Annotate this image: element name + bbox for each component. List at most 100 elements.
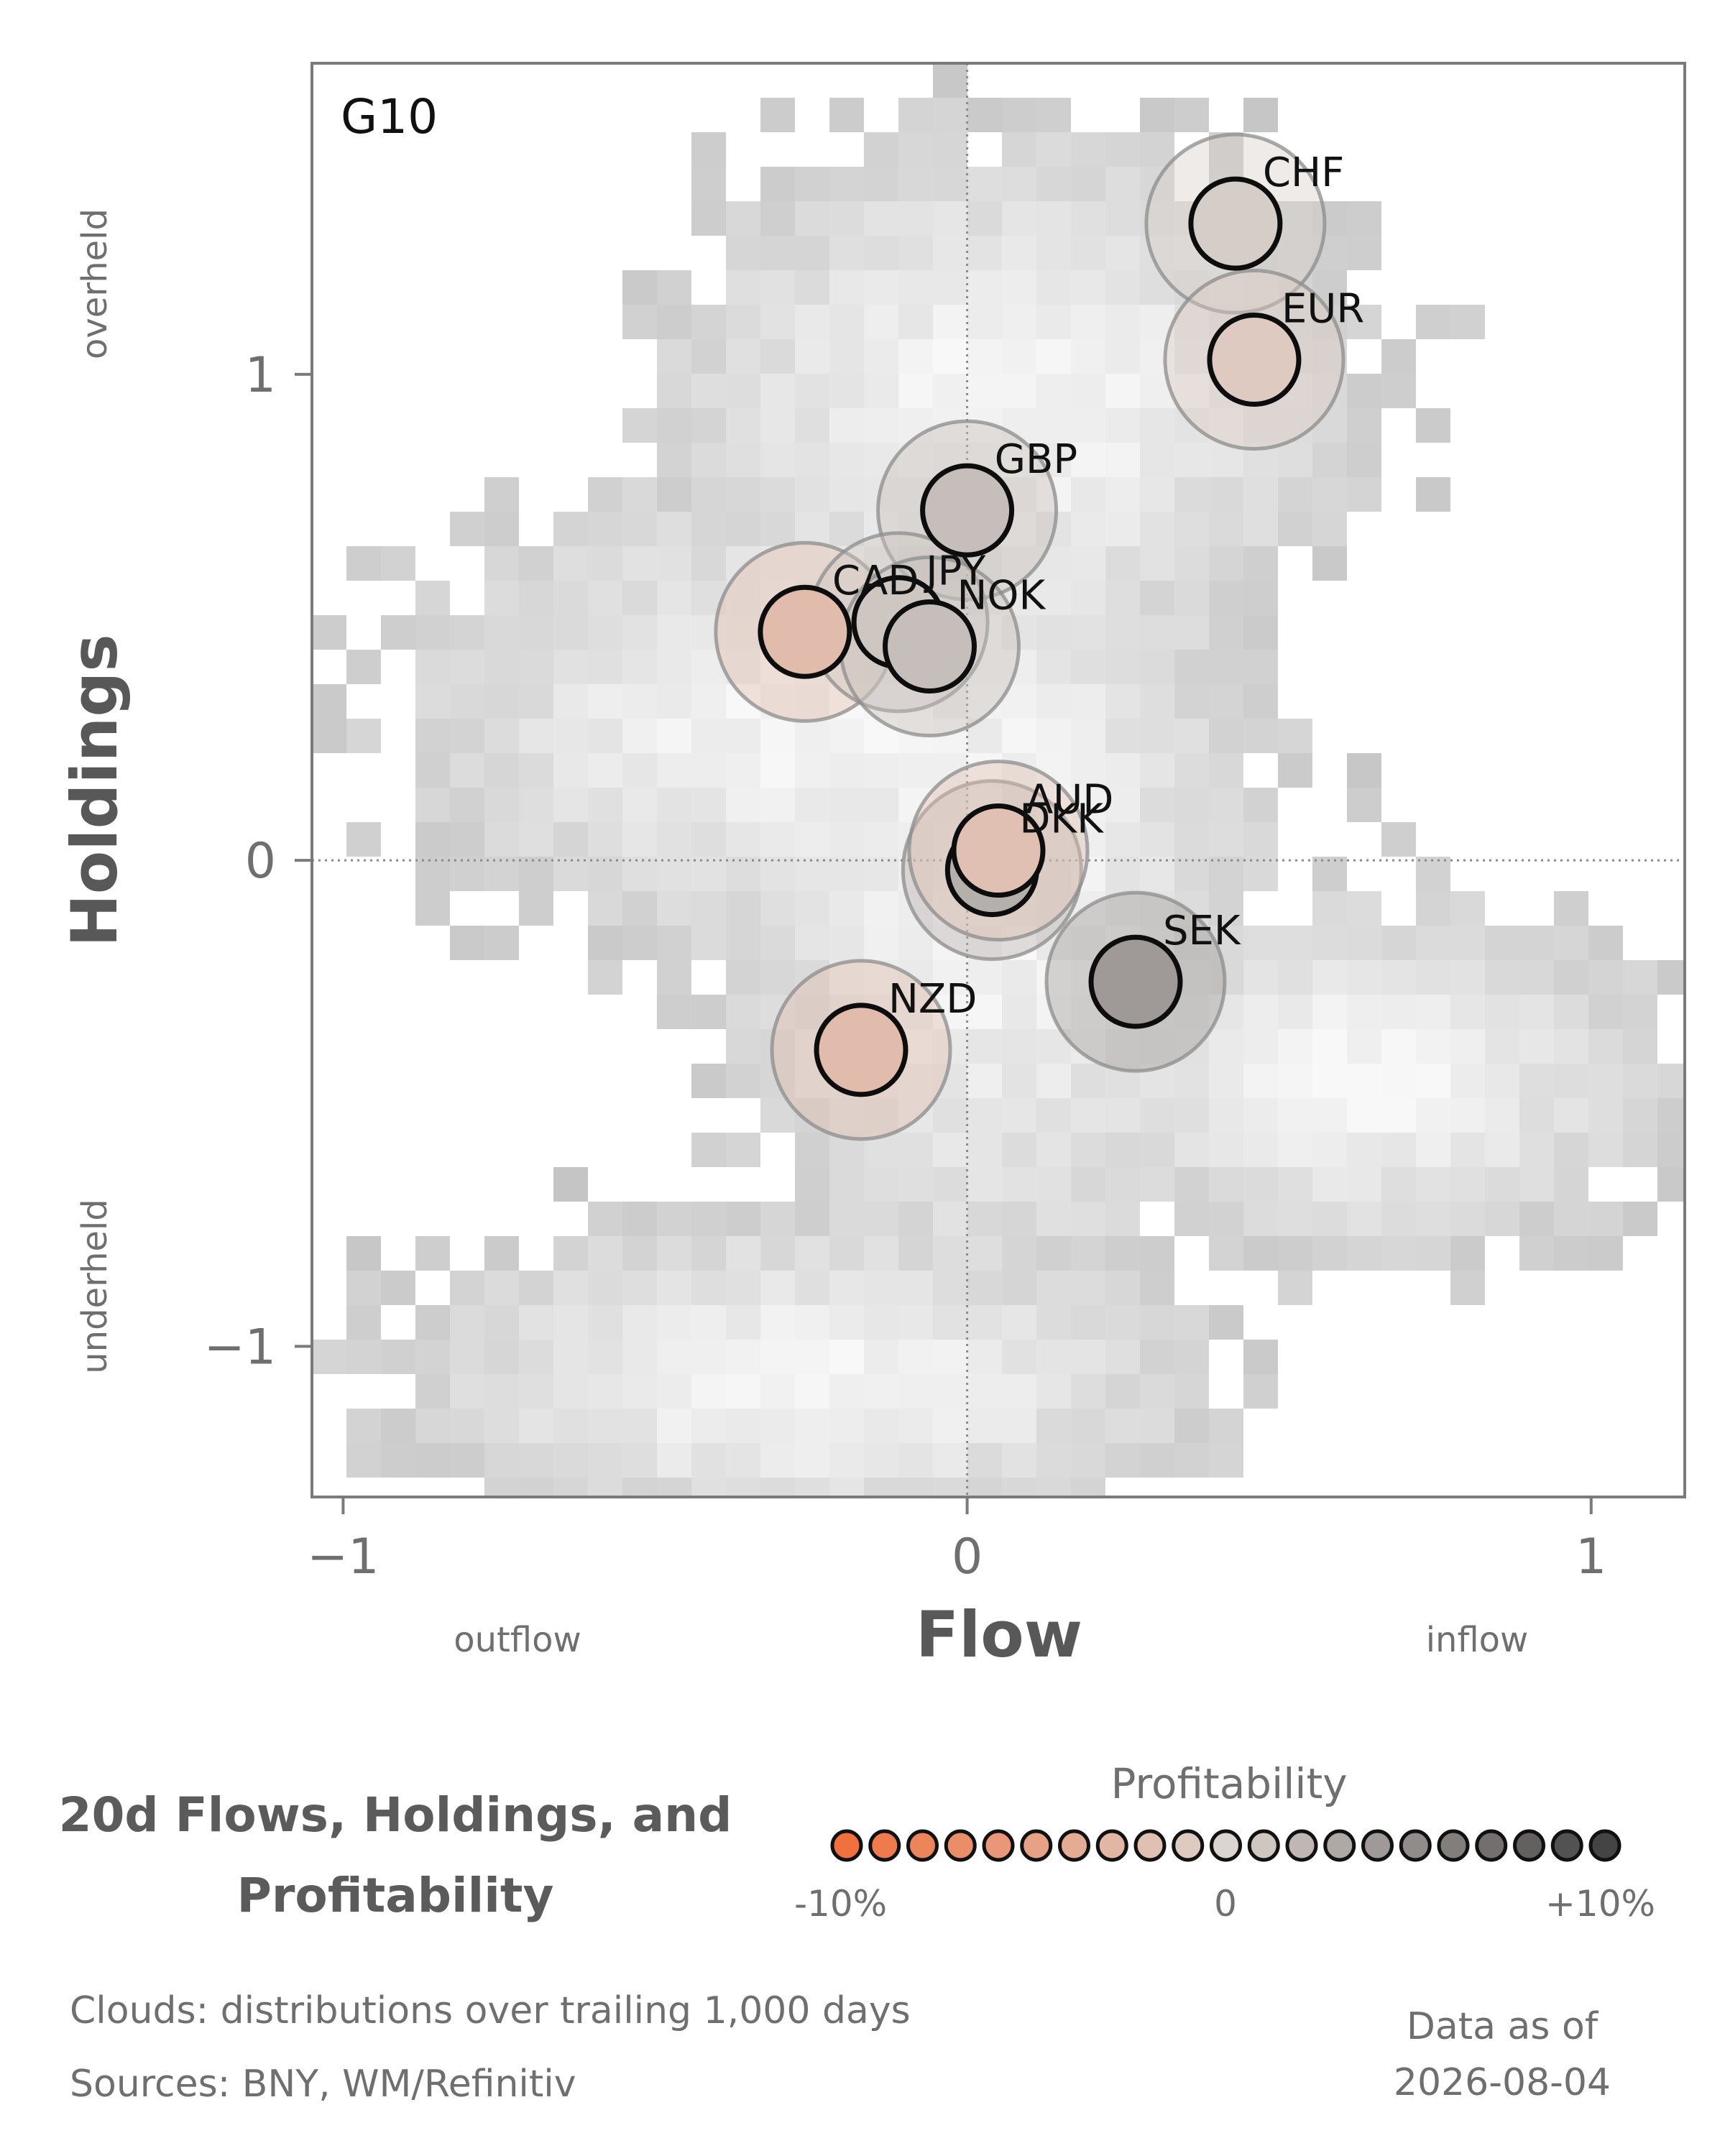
cloud-cell (415, 615, 450, 650)
cloud-cell (1002, 339, 1036, 374)
colorbar-dot (944, 1829, 977, 1862)
cloud-cell (519, 1443, 553, 1478)
cloud-cell (1105, 1340, 1140, 1374)
cloud-cell (657, 305, 691, 339)
cloud-cell (1312, 1029, 1347, 1064)
cloud-cell (864, 236, 898, 270)
cloud-cell (760, 1305, 795, 1340)
cloud-cell (622, 684, 657, 719)
cloud-cell (864, 719, 898, 753)
cloud-cell (1381, 1064, 1416, 1098)
cloud-cell (1174, 1409, 1209, 1443)
colorbar-title: Profitability (1110, 1759, 1348, 1808)
cloud-cell (1243, 615, 1278, 650)
colorbar-dot (1095, 1829, 1128, 1862)
cloud-cell (1174, 615, 1209, 650)
cloud-cell (519, 719, 553, 753)
cloud-cell (898, 374, 933, 408)
cloud-cell (415, 857, 450, 891)
cloud-cell (829, 408, 864, 443)
cloud-cell (898, 1443, 933, 1478)
cloud-cell (588, 546, 622, 581)
colorbar-dot (1475, 1829, 1508, 1862)
cloud-cell (1623, 1202, 1657, 1236)
cloud-cell (1071, 1340, 1105, 1374)
cloud-cell (898, 305, 933, 339)
cloud-cell (691, 753, 726, 788)
cloud-cell (346, 1443, 381, 1478)
cloud-cell (1243, 1340, 1278, 1374)
cloud-cell (760, 753, 795, 788)
cloud-cell (1002, 132, 1036, 167)
cloud-cell (795, 512, 829, 546)
cloud-cell (553, 512, 588, 546)
cloud-cell (933, 270, 967, 305)
cloud-cell (450, 684, 484, 719)
cloud-cell (933, 374, 967, 408)
cloud-cell (691, 339, 726, 374)
cloud-cell (1312, 857, 1347, 891)
cloud-cell (1623, 1029, 1657, 1064)
cloud-cell (1243, 546, 1278, 581)
cloud-cell (1278, 960, 1312, 995)
cloud-cell (1209, 891, 1243, 926)
cloud-cell (691, 1374, 726, 1409)
point-nok (883, 599, 977, 694)
cloud-cell (1278, 201, 1312, 236)
cloud-cell (691, 408, 726, 443)
cloud-cell (1140, 1167, 1174, 1202)
point-label-chf: CHF (1263, 149, 1344, 196)
cloud-cell (864, 1443, 898, 1478)
cloud-cell (622, 650, 657, 684)
cloud-cell (1036, 1478, 1071, 1497)
cloud-cell (726, 1478, 760, 1497)
cloud-cell (1243, 1236, 1278, 1271)
cloud-cell (484, 1271, 519, 1305)
cloud-cell (1243, 1133, 1278, 1167)
cloud-cell (967, 201, 1002, 236)
cloud-cell (1347, 408, 1381, 443)
cloud-cell (1071, 1098, 1105, 1133)
cloud-cell (1071, 1374, 1105, 1409)
cloud-cell (622, 1409, 657, 1443)
cloud-cell (933, 1236, 967, 1271)
cloud-cell (1071, 167, 1105, 201)
cloud-cell (1209, 581, 1243, 615)
cloud-cell (1036, 305, 1071, 339)
cloud-cell (864, 1098, 898, 1133)
cloud-cell (1174, 546, 1209, 581)
cloud-cell (1209, 512, 1243, 546)
cloud-cell (588, 1478, 622, 1497)
cloud-cell (829, 236, 864, 270)
cloud-cell (1278, 753, 1312, 788)
cloud-cell (726, 926, 760, 960)
cloud-cell (1312, 891, 1347, 926)
as-of-label: Data as of (1406, 2005, 1598, 2048)
cloud-cell (760, 1478, 795, 1497)
cloud-cell (622, 1340, 657, 1374)
cloud-cell (1071, 512, 1105, 546)
cloud-cell (691, 684, 726, 719)
cloud-cell (1002, 1340, 1036, 1374)
cloud-cell (864, 270, 898, 305)
cloud-cell (1588, 1064, 1623, 1098)
cloud-cell (1243, 926, 1278, 960)
cloud-cell (1381, 339, 1416, 374)
cloud-cell (1312, 546, 1347, 581)
cloud-cell (1036, 1236, 1071, 1271)
cloud-cell (588, 512, 622, 546)
cloud-cell (1174, 822, 1209, 857)
cloud-cell (622, 512, 657, 546)
cloud-cell (1140, 443, 1174, 477)
cloud-cell (829, 201, 864, 236)
cloud-cell (829, 1271, 864, 1305)
cloud-cell (967, 1029, 1002, 1064)
cloud-cell (760, 1271, 795, 1305)
cloud-cell (1071, 581, 1105, 615)
cloud-cell (1105, 581, 1140, 615)
cloud-cell (1347, 1029, 1381, 1064)
cloud-cell (933, 98, 967, 132)
cloud-cell (829, 98, 864, 132)
cloud-cell (1278, 1098, 1312, 1133)
cloud-cell (657, 822, 691, 857)
